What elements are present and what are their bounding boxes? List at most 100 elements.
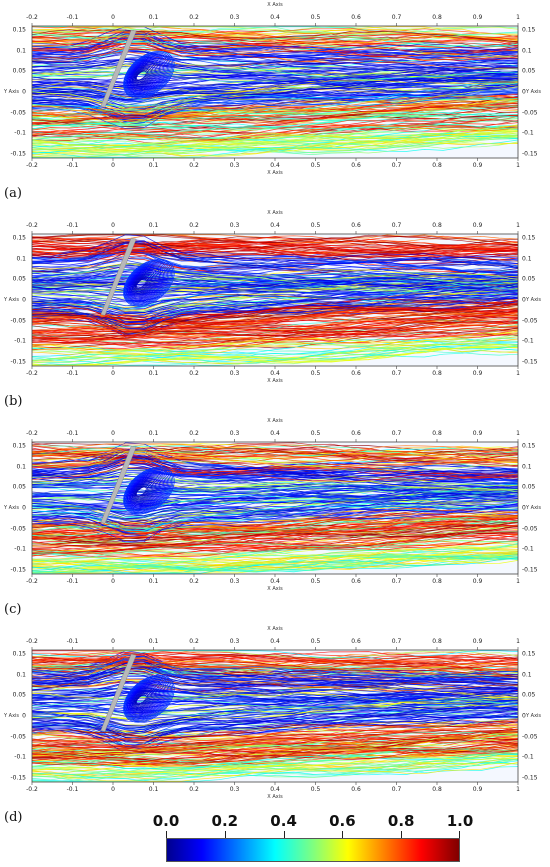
streamline	[31, 656, 518, 679]
streamline	[31, 56, 519, 70]
streamline	[31, 485, 519, 500]
streamline	[31, 714, 519, 741]
recirculation-loop	[125, 262, 170, 304]
x-tick-label-bottom: 0.6	[351, 370, 361, 377]
streamline	[31, 525, 519, 548]
recirculation-loop	[128, 267, 163, 299]
recirculation-loop	[133, 66, 152, 84]
y-tick-label-left: -0.05	[10, 733, 26, 741]
streamline	[31, 486, 519, 514]
streamline	[31, 124, 519, 141]
y-tick-label-right: -0.1	[522, 337, 534, 345]
x-tick-label-top: 0	[111, 638, 115, 645]
streamline	[31, 304, 519, 327]
x-tick-label-bottom: 0.6	[351, 786, 361, 793]
x-tick-label-bottom: 0.8	[432, 786, 442, 793]
streamline	[31, 82, 519, 111]
recirculation-loop	[123, 466, 175, 515]
streamline-plot	[31, 231, 519, 369]
recirculation-loop	[129, 685, 160, 714]
x-tick-label-bottom: 0.7	[391, 578, 402, 585]
recirculation-loop	[131, 687, 158, 712]
streamline	[31, 666, 519, 689]
streamline	[31, 747, 519, 767]
x-tick-label-top: 0.8	[432, 222, 442, 229]
x-tick-label-bottom: 0.2	[189, 578, 199, 585]
streamline	[31, 46, 519, 64]
recirculation-loop	[134, 692, 150, 707]
x-tick-label-bottom: 0.7	[391, 370, 402, 377]
streamline	[31, 732, 519, 756]
recirculation-loop	[128, 266, 164, 300]
streamline	[31, 37, 519, 57]
recirculation-loop	[135, 277, 149, 290]
streamline	[31, 140, 519, 157]
recirculation-loop	[124, 52, 172, 97]
recirculation-loop	[135, 485, 149, 498]
y-tick-label-left: 0.15	[12, 442, 26, 450]
x-tick-label-top: 0.6	[351, 222, 361, 229]
recirculation-loop	[126, 472, 167, 510]
streamline	[31, 517, 519, 535]
x-tick-label-top: 0.1	[148, 222, 159, 229]
colorbar-tick	[283, 831, 285, 838]
colorbar-tick	[166, 831, 167, 838]
streamline	[31, 287, 519, 307]
recirculation-loop	[131, 688, 156, 711]
streamline	[31, 476, 519, 491]
streamline	[31, 656, 519, 683]
recirculation-loop	[136, 486, 147, 497]
streamline	[31, 328, 519, 347]
x-tick-label-bottom: 0	[111, 786, 115, 793]
x-tick-label-top: 0.4	[270, 638, 280, 645]
streamline	[32, 483, 519, 511]
streamline	[31, 508, 519, 536]
x-tick-label-top: 0	[111, 430, 115, 437]
streamline	[31, 125, 519, 148]
streamline	[31, 339, 519, 356]
streamline	[31, 276, 519, 301]
recirculation-loop	[129, 684, 162, 714]
recirculation-loop	[132, 272, 155, 294]
streamline	[31, 113, 519, 129]
streamline	[31, 502, 519, 527]
x-tick-label-top: 0.5	[310, 430, 321, 437]
recirculation-loop	[127, 681, 166, 717]
streamline	[31, 313, 519, 333]
recirculation-loop	[131, 63, 158, 88]
y-tick-label-right: 0.15	[522, 650, 536, 658]
streamline	[31, 517, 519, 534]
streamline	[31, 338, 519, 361]
streamline	[31, 107, 519, 124]
x-tick-label-top: 0.2	[189, 430, 199, 437]
streamline	[31, 535, 519, 558]
streamline	[31, 263, 519, 281]
recirculation-loop	[126, 679, 168, 719]
streamline	[31, 337, 519, 361]
x-axis-title-top: X Axis	[267, 210, 283, 216]
recirculation-loop	[123, 467, 174, 514]
y-tick-label-right: 0.15	[522, 234, 536, 242]
y-tick-label-right: -0.1	[522, 753, 534, 761]
x-axis-title-top: X Axis	[267, 2, 283, 8]
streamline	[31, 678, 519, 692]
streamline	[31, 456, 519, 479]
y-tick-label-right: 0	[522, 88, 526, 96]
streamline	[31, 706, 519, 730]
recirculation-loop	[128, 475, 163, 507]
x-tick-label-top: 0.7	[391, 638, 402, 645]
recirculation-loop	[123, 258, 175, 307]
recirculation-loop	[130, 478, 159, 505]
x-tick-label-bottom: 0.9	[472, 578, 483, 585]
streamline	[31, 331, 519, 351]
x-tick-label-bottom: -0.2	[26, 162, 38, 169]
streamline	[31, 130, 519, 152]
y-tick-label-right: -0.05	[522, 109, 538, 117]
streamline	[31, 104, 519, 121]
streamline	[31, 555, 519, 574]
streamline	[31, 674, 519, 690]
x-tick-label-top: -0.2	[26, 430, 38, 437]
streamline	[31, 758, 519, 778]
recirculation-loop	[125, 470, 170, 512]
streamline	[31, 508, 519, 536]
